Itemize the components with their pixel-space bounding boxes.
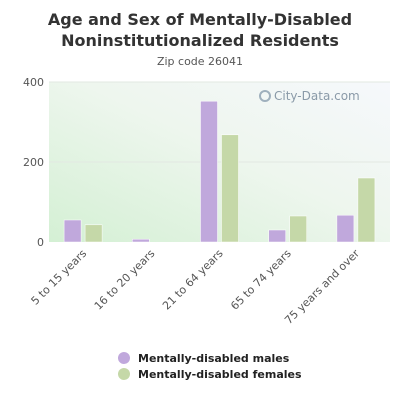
bar-males-0 — [63, 219, 82, 243]
chart-title: Age and Sex of Mentally-Disabled Noninst… — [47, 10, 353, 50]
bar-males-1 — [132, 238, 150, 243]
bar-males-3 — [268, 229, 286, 243]
x-tick-label: 75 years and over — [282, 247, 362, 327]
chart-subtitle: Zip code 26041 — [156, 55, 244, 68]
watermark-text: City-Data.com — [274, 89, 360, 103]
x-tick-label: 21 to 64 years — [160, 247, 226, 313]
legend-item-females: Mentally-disabled females — [118, 366, 302, 382]
y-tick-label: 200 — [23, 156, 44, 169]
x-tick-label: 65 to 74 years — [228, 247, 294, 313]
bar-females-2 — [221, 134, 239, 243]
watermark: City-Data.com — [259, 89, 360, 103]
legend-item-males: Mentally-disabled males — [118, 350, 302, 366]
legend-swatch-males — [118, 352, 130, 364]
legend-label-males: Mentally-disabled males — [138, 351, 290, 365]
legend-label-females: Mentally-disabled females — [138, 367, 302, 381]
legend-swatch-females — [118, 368, 130, 380]
x-tick-label: 16 to 20 years — [92, 247, 158, 313]
legend: Mentally-disabled males Mentally-disable… — [118, 350, 302, 382]
bar-females-0 — [84, 224, 103, 243]
bar-females-3 — [289, 215, 307, 243]
y-tick-label: 0 — [37, 236, 44, 249]
bar-males-2 — [200, 100, 218, 243]
x-tick-label: 5 to 15 years — [29, 247, 90, 308]
y-tick-label: 400 — [23, 76, 44, 89]
bar-males-4 — [336, 214, 355, 243]
watermark-icon — [259, 90, 271, 102]
bar-females-4 — [357, 177, 376, 243]
